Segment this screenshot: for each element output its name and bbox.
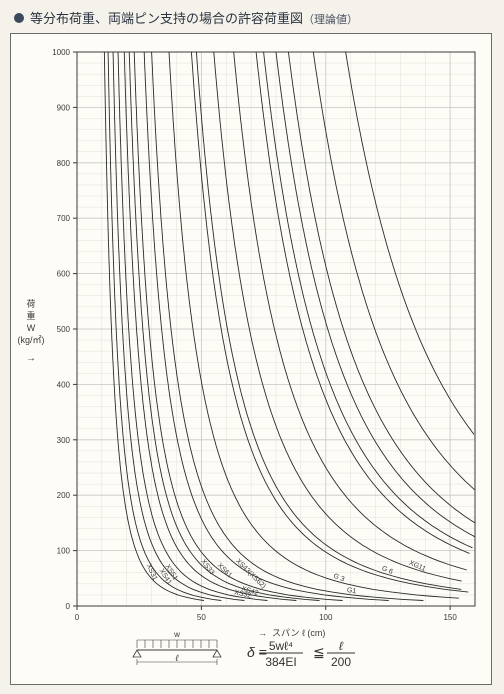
title-main: 等分布荷重、両端ピン支持の場合の許容荷重図 <box>30 11 303 26</box>
bullet-icon <box>14 13 24 23</box>
svg-text:150: 150 <box>443 613 457 622</box>
svg-text:0: 0 <box>66 602 71 611</box>
svg-text:700: 700 <box>57 214 71 223</box>
title-row: 等分布荷重、両端ピン支持の場合の許容荷重図（理論値） <box>14 8 494 27</box>
svg-text:0: 0 <box>75 613 80 622</box>
load-chart: 0 100 200 300 400 500 600 700 800 900 1000 0 50 100 15… <box>11 34 491 684</box>
svg-text:300: 300 <box>57 436 71 445</box>
svg-text:5wℓ⁴: 5wℓ⁴ <box>269 639 293 653</box>
svg-text:W: W <box>27 323 36 333</box>
svg-text:≦: ≦ <box>313 644 325 660</box>
svg-text:50: 50 <box>197 613 206 622</box>
svg-text:(kg/㎡): (kg/㎡) <box>17 335 44 345</box>
svg-text:1000: 1000 <box>52 48 70 57</box>
page: 等分布荷重、両端ピン支持の場合の許容荷重図（理論値） 0 100 200 300 400… <box>0 0 504 694</box>
svg-text:384EI: 384EI <box>265 655 296 669</box>
svg-text:200: 200 <box>57 491 71 500</box>
chart-container: 0 100 200 300 400 500 600 700 800 900 1000 0 50 100 15… <box>10 33 492 685</box>
svg-text:200: 200 <box>331 655 351 669</box>
svg-text:ℓ: ℓ <box>175 653 179 663</box>
svg-text:100: 100 <box>57 547 71 556</box>
svg-text:δ =: δ = <box>247 644 267 660</box>
svg-text:900: 900 <box>57 103 71 112</box>
svg-text:荷: 荷 <box>26 299 35 309</box>
svg-text:→: → <box>258 628 267 638</box>
svg-text:500: 500 <box>57 325 71 334</box>
svg-text:→: → <box>26 353 36 364</box>
svg-text:w: w <box>173 630 180 639</box>
svg-text:重: 重 <box>26 310 35 321</box>
svg-text:400: 400 <box>57 380 71 389</box>
svg-text:600: 600 <box>57 270 71 279</box>
svg-text:100: 100 <box>319 613 333 622</box>
title-paren: （理論値） <box>303 14 358 26</box>
page-title: 等分布荷重、両端ピン支持の場合の許容荷重図（理論値） <box>30 8 358 27</box>
svg-text:800: 800 <box>57 159 71 168</box>
svg-text:スパン ℓ (cm): スパン ℓ (cm) <box>272 628 325 638</box>
